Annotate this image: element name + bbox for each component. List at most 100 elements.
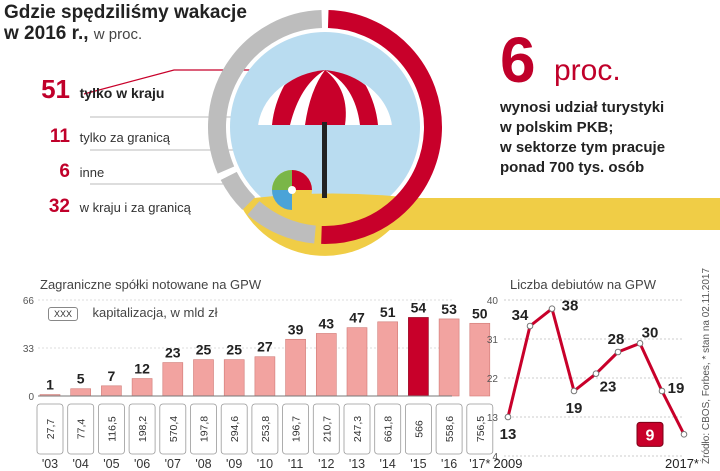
cap-box xyxy=(312,403,340,455)
umbrella-stripe-3 xyxy=(258,84,285,125)
line-x-end: 2017* xyxy=(665,456,699,471)
cap-box xyxy=(98,403,125,455)
bar-x-tick: '14 xyxy=(380,457,396,471)
cap-box xyxy=(128,403,156,455)
bar-value-label: 39 xyxy=(288,321,304,337)
bar-y-tick: 0 xyxy=(28,392,34,403)
title-line-2: w 2016 r., w proc. xyxy=(4,23,247,45)
bar-x-tick: '09 xyxy=(226,457,242,471)
cap-value: 197,8 xyxy=(199,416,211,442)
bar-value-label: 25 xyxy=(226,342,242,358)
beach-ball-green xyxy=(272,170,292,190)
cap-box xyxy=(220,403,248,455)
line-x-start: 2009 xyxy=(494,456,523,471)
title-year: w 2016 r., xyxy=(4,23,89,44)
legend-value: 6 xyxy=(59,161,70,182)
cap-value: 198,2 xyxy=(137,416,149,442)
cap-value: 27,7 xyxy=(45,419,57,440)
cap-value: 247,3 xyxy=(352,416,364,442)
bar-value-label: 27 xyxy=(257,339,273,355)
cap-box xyxy=(435,403,463,455)
bar-x-tick: '15 xyxy=(410,457,426,471)
line-y-tick: 40 xyxy=(487,296,499,307)
cap-value: 196,7 xyxy=(291,416,303,442)
sand xyxy=(238,193,412,256)
bar-x-tick: '08 xyxy=(195,457,211,471)
legend-label: tylko za granicą xyxy=(79,130,170,145)
line-point xyxy=(570,387,578,395)
line-point xyxy=(592,370,600,377)
umbrella-stripe-4 xyxy=(365,84,392,125)
bar-value-label: 53 xyxy=(441,301,457,317)
line-y-tick: 4 xyxy=(492,452,498,463)
bar-value-label: 50 xyxy=(472,305,488,321)
bar-value-label: 43 xyxy=(319,315,335,331)
donut-ring xyxy=(208,10,442,244)
umbrella-pole xyxy=(322,122,327,198)
legend-item-1: 11 tylko za granicą xyxy=(14,126,170,148)
legend-label: w kraju i za granicą xyxy=(79,200,191,215)
donut-slice xyxy=(247,200,317,244)
bar-value-label: 51 xyxy=(380,304,396,320)
legend-item-3: 32 w kraju i za granicą xyxy=(14,196,191,218)
umbrella-stripe-2 xyxy=(325,70,360,125)
cap-box xyxy=(67,403,95,455)
bar-chart-title: Zagraniczne spółki notowane na GPW xyxy=(40,277,262,292)
bar-value-label: 5 xyxy=(77,371,85,387)
line-point xyxy=(636,340,644,347)
line-point xyxy=(614,348,622,356)
cap-value: 570,4 xyxy=(168,416,180,442)
highlight-unit: proc. xyxy=(554,54,621,87)
highlight-line-1: wynosi udział turystyki xyxy=(500,99,665,116)
bar-legend-label: kapitalizacja, w mld zł xyxy=(92,305,218,320)
bar-x-tick: '04 xyxy=(73,457,89,471)
line-value-label: 13 xyxy=(500,426,517,443)
cap-box xyxy=(36,403,64,455)
cap-value: 558,6 xyxy=(444,416,456,442)
bar-y-tick: 66 xyxy=(23,296,35,307)
cap-box xyxy=(466,403,494,455)
cap-box xyxy=(374,403,402,455)
cap-value: 77,4 xyxy=(76,419,88,440)
bar-x-tick: '12 xyxy=(318,457,334,471)
last-value-box xyxy=(636,421,664,447)
legend-label: tylko w kraju xyxy=(79,85,165,101)
highlight-value: 6 xyxy=(500,24,536,96)
highlight-line-4: ponad 700 tys. osób xyxy=(500,159,645,176)
bar-x-tick: '17* xyxy=(469,457,490,471)
bar-value-label: 25 xyxy=(196,342,212,358)
legend-value: 51 xyxy=(41,74,70,104)
bar-value-label: 12 xyxy=(134,361,150,377)
bar-x-tick: '03 xyxy=(42,457,58,471)
cap-value: 566 xyxy=(413,420,425,438)
legend-item-0: 51 tylko w kraju xyxy=(14,74,164,105)
donut-slice xyxy=(208,10,323,174)
bar xyxy=(469,322,491,397)
line-value-label: 30 xyxy=(642,324,659,341)
cap-box xyxy=(159,403,187,455)
title-unit: w proc. xyxy=(93,26,143,43)
beach-ball-blue xyxy=(272,190,292,210)
beach-ball-center xyxy=(288,186,296,194)
line-value-label: 38 xyxy=(562,298,579,315)
cap-box xyxy=(190,403,217,455)
cap-value: 756,5 xyxy=(475,416,487,442)
donut-slice xyxy=(321,10,442,244)
highlight-line-3: w sektorze tym pracuje xyxy=(500,139,666,156)
bar-x-tick: '10 xyxy=(257,457,273,471)
line-point xyxy=(680,431,688,438)
cap-box xyxy=(404,403,432,455)
line-y-tick: 31 xyxy=(487,335,499,346)
highlight-line-2: w polskim PKB; xyxy=(500,119,614,136)
bar-x-tick: '06 xyxy=(134,457,150,471)
cap-value: 661,8 xyxy=(383,416,395,442)
bar-value-label: 23 xyxy=(165,345,181,361)
line-point xyxy=(548,305,556,312)
donut-slice xyxy=(220,171,256,210)
cap-value: 116,5 xyxy=(106,416,118,442)
title-line-1: Gdzie spędziliśmy wakacje xyxy=(4,2,247,23)
line-value-label: 19 xyxy=(668,380,685,397)
bar-x-tick: '11 xyxy=(288,457,303,471)
bar-x-tick: '07 xyxy=(165,457,181,471)
